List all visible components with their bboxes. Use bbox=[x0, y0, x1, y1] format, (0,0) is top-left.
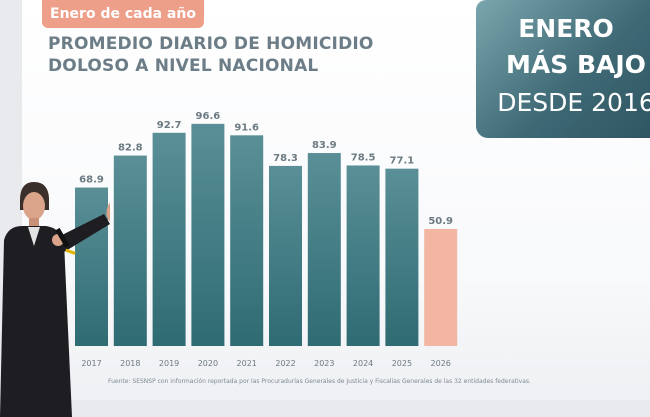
value-label-2019: 92.7 bbox=[157, 120, 182, 131]
year-label-2025: 2025 bbox=[392, 359, 412, 368]
callout-line-2: MÁS BAJO bbox=[506, 50, 646, 79]
year-label-2018: 2018 bbox=[120, 359, 140, 368]
chart-title-line-2: DOLOSO A NIVEL NACIONAL bbox=[48, 56, 319, 76]
presenter-figure bbox=[0, 182, 110, 417]
callout-line-1: ENERO bbox=[518, 14, 614, 43]
value-label-2018: 82.8 bbox=[118, 143, 143, 154]
year-label-2017: 2017 bbox=[81, 359, 101, 368]
value-label-2024: 78.5 bbox=[351, 152, 376, 163]
year-label-2022: 2022 bbox=[275, 359, 295, 368]
period-pill: Enero de cada año bbox=[42, 0, 204, 28]
bar-2017 bbox=[75, 187, 108, 346]
bar-2025 bbox=[385, 168, 419, 346]
chart-title-line-1: PROMEDIO DIARIO DE HOMICIDIO bbox=[48, 34, 374, 54]
callout-line-3: DESDE 2016 bbox=[497, 88, 650, 117]
value-label-2022: 78.3 bbox=[273, 153, 298, 164]
bar-2024 bbox=[346, 165, 380, 346]
value-label-2025: 77.1 bbox=[390, 156, 415, 167]
value-label-2020: 96.6 bbox=[196, 111, 221, 122]
value-label-2023: 83.9 bbox=[312, 140, 337, 151]
bar-2019 bbox=[152, 132, 186, 346]
year-label-2023: 2023 bbox=[314, 359, 334, 368]
source-note: Fuente: SESNSP con información reportada… bbox=[108, 378, 531, 385]
bar-2020 bbox=[191, 123, 225, 346]
bar-2021 bbox=[230, 135, 264, 346]
year-label-2026: 2026 bbox=[431, 359, 451, 368]
bar-2026 bbox=[424, 228, 458, 346]
chart-title: PROMEDIO DIARIO DE HOMICIDIO DOLOSO A NI… bbox=[48, 33, 374, 77]
value-label-2026: 50.9 bbox=[428, 216, 453, 227]
year-label-2021: 2021 bbox=[237, 359, 257, 368]
bar-2023 bbox=[307, 153, 341, 346]
bar-2018 bbox=[113, 155, 147, 346]
value-label-2021: 91.6 bbox=[234, 122, 259, 133]
year-label-2024: 2024 bbox=[353, 359, 373, 368]
bar-2022 bbox=[269, 165, 302, 346]
callout-box: ENERO MÁS BAJO DESDE 2016 bbox=[476, 0, 650, 138]
year-label-2019: 2019 bbox=[159, 359, 179, 368]
year-label-2020: 2020 bbox=[198, 359, 218, 368]
value-label-2017: 68.9 bbox=[79, 175, 104, 186]
